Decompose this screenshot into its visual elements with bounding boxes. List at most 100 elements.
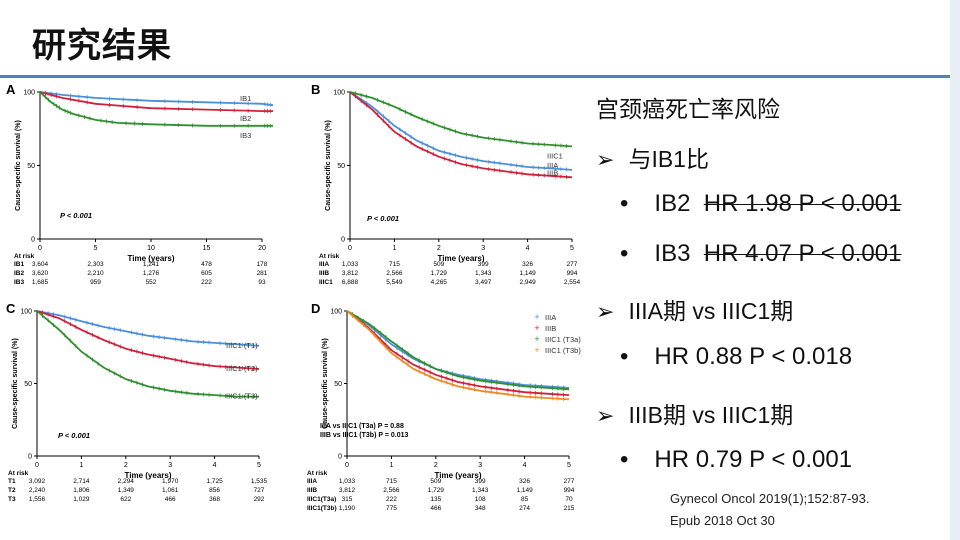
at-risk-value: 277 [567,261,578,268]
series-label: IB1 [240,94,251,103]
at-risk-value: 727 [254,487,265,494]
at-risk-value: 466 [430,505,441,512]
at-risk-value: 2,566 [386,270,403,277]
at-risk-value: 5,549 [386,279,403,286]
at-risk-value: 775 [386,505,397,512]
x-tick-label: 0 [348,245,352,252]
at-risk-value: 93 [258,279,266,286]
chart-panel-b: B 0 50 100 0 1 2 3 4 5 Time (years) Cause-specific … [305,80,590,295]
legend-marker: + [534,312,539,322]
at-risk-value: 856 [209,487,220,494]
at-risk-value: 85 [521,496,529,503]
p-value-annotation: P < 0.001 [367,214,399,223]
at-risk-value: 715 [386,478,397,485]
series-line-iiic1-t2- [36,310,260,370]
series-line-iiib [349,91,573,179]
comparison-3: ➢ IIIB期 vs IIIC1期 [596,396,793,430]
at-risk-value: 2,294 [118,478,135,485]
comparison-3-item-1: • HR 0.79 P < 0.001 [620,446,852,474]
item-name: IB2 [654,190,691,217]
at-risk-row-label: IB3 [14,279,25,286]
x-tick-label: 4 [213,462,217,469]
legend-label: IIIB [545,324,556,333]
series-label: IIIC1 (T1) [226,341,258,350]
at-risk-value: 70 [565,496,573,503]
y-tick-label: 50 [24,381,32,388]
x-axis-label: Time (years) [435,471,482,480]
km-chart-a: A 0 50 100 0 5 10 15 20 Time (years) Cause-specifi… [6,82,274,286]
y-tick-label: 100 [20,309,32,316]
y-axis-label: Cause-specific survival (%) [15,120,22,211]
x-axis-label: Time (years) [125,471,172,480]
risk-heading: 宫颈癌死亡率风险 [596,96,780,122]
series-label: IIIA [547,161,558,170]
x-tick-label: 5 [570,245,574,252]
at-risk-value: 222 [386,496,397,503]
y-tick-label: 50 [337,163,345,170]
at-risk-row-label: IB2 [14,270,25,277]
at-risk-value: 509 [430,478,441,485]
at-risk-value: 277 [564,478,575,485]
x-tick-label: 4 [526,245,530,252]
at-risk-header: At risk [307,470,328,477]
x-tick-label: 1 [389,462,393,469]
at-risk-value: 274 [519,505,530,512]
at-risk-value: 2,210 [87,270,104,277]
comparison-1-item-1: • IB2 HR 1.98 P < 0.001 [620,190,901,218]
at-risk-value: 994 [567,270,578,277]
at-risk-row-label: IIIC1 [319,279,333,286]
comparison-2: ➢ IIIA期 vs IIIC1期 [596,292,793,326]
at-risk-value: 2,554 [564,279,581,286]
at-risk-value: 1,535 [251,478,268,485]
at-risk-value: 292 [254,496,265,503]
panel-letter: B [311,82,320,97]
arrow-bullet-icon: ➢ [596,147,615,172]
legend-marker: + [534,345,539,355]
dot-bullet-icon: • [620,240,629,267]
item-name: IB3 [654,240,691,267]
x-tick-label: 2 [434,462,438,469]
x-tick-label: 5 [94,245,98,252]
at-risk-row-label: T2 [8,487,16,494]
at-risk-value: 622 [120,496,131,503]
citation-line-2: Epub 2018 Oct 30 [670,513,775,528]
at-risk-row-label: IIIA [307,478,317,485]
at-risk-value: 1,029 [73,496,90,503]
at-risk-row-label: IIIB [307,487,317,494]
at-risk-value: 6,888 [342,279,359,286]
at-risk-value: 1,729 [431,270,448,277]
at-risk-value: 326 [519,478,530,485]
at-risk-value: 3,620 [32,270,49,277]
y-tick-label: 50 [27,163,35,170]
y-tick-label: 100 [330,309,342,316]
at-risk-value: 3,497 [475,279,492,286]
y-axis-label: Cause-specific survival (%) [12,338,19,429]
series-line-ib2 [39,91,274,112]
panel-letter: A [6,82,16,97]
series-line-iiib [346,310,570,396]
series-label: IIIC1 [547,151,563,160]
x-tick-label: 1 [79,462,83,469]
x-tick-label: 4 [523,462,527,469]
y-tick-label: 0 [341,237,345,244]
at-risk-value: 215 [564,505,575,512]
citation: Gynecol Oncol 2019(1);152:87-93. Epub 20… [670,488,869,532]
at-risk-value: 1,149 [519,270,536,277]
at-risk-value: 1,033 [342,261,359,268]
y-tick-label: 0 [338,454,342,461]
at-risk-value: 959 [90,279,101,286]
chart-panel-c: C 0 50 100 0 1 2 3 4 5 Time (years) Cause-specific … [0,297,300,540]
at-risk-value: 368 [209,496,220,503]
page-title: 研究结果 [32,26,172,66]
p-value-annotation: IIIA vs IIIC1 (T3a) P = 0.88 [320,423,404,430]
arrow-bullet-icon: ➢ [596,403,615,428]
series-line-iiic1-t3a- [346,310,570,391]
x-tick-label: 10 [147,245,155,252]
legend-label: IIIA [545,313,556,322]
panel-letter: D [311,301,320,316]
at-risk-header: At risk [319,253,340,260]
x-tick-label: 3 [481,245,485,252]
at-risk-value: 4,265 [431,279,448,286]
at-risk-value: 315 [342,496,353,503]
at-risk-value: 1,190 [339,505,356,512]
